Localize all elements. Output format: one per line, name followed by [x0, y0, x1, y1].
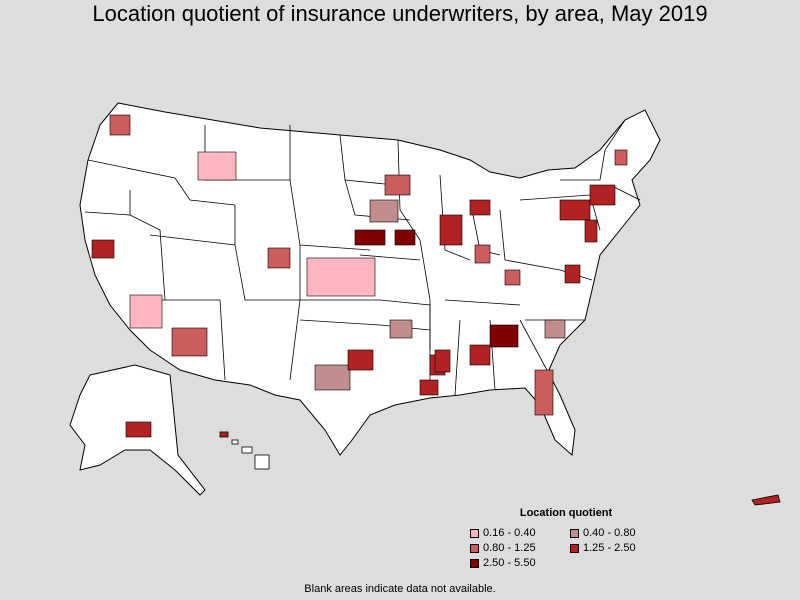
- area-il: [439, 214, 463, 246]
- area-va: [564, 264, 581, 284]
- area-ca-bay: [91, 239, 115, 259]
- hawaii-shape: [219, 431, 270, 470]
- legend-label: 2.50 - 5.50: [483, 557, 536, 569]
- area-mt: [197, 151, 237, 181]
- legend-label: 0.40 - 0.80: [583, 527, 636, 539]
- area-ct: [589, 184, 616, 206]
- area-anchorage: [125, 421, 152, 438]
- legend-swatch: [470, 558, 479, 568]
- area-ne: [354, 229, 386, 246]
- area-tucson: [171, 327, 208, 357]
- legend-item-3: 0.80 - 1.25: [470, 542, 570, 554]
- legend-item-2: 0.40 - 0.80: [570, 527, 670, 539]
- area-la: [419, 379, 439, 396]
- area-co: [267, 247, 291, 269]
- area-ia: [369, 199, 399, 223]
- area-tx-central: [314, 364, 351, 391]
- area-ky: [504, 269, 521, 286]
- area-fl: [534, 369, 554, 416]
- area-mn: [384, 174, 411, 196]
- area-ok: [347, 349, 374, 371]
- map-title: Location quotient of insurance underwrit…: [92, 1, 708, 26]
- shaded-areas: [91, 114, 628, 416]
- legend-swatch: [570, 528, 579, 538]
- legend-swatch: [470, 543, 479, 553]
- legend: Location quotient 0.16 - 0.40 0.40 - 0.8…: [470, 507, 670, 569]
- area-pa: [559, 199, 591, 221]
- legend-label: 0.16 - 0.40: [483, 527, 536, 539]
- area-ks: [306, 257, 376, 297]
- area-ga: [489, 324, 519, 348]
- legend-item-1: 0.16 - 0.40: [470, 527, 570, 539]
- legend-title: Location quotient: [519, 507, 613, 519]
- area-nj: [584, 219, 598, 243]
- puerto-rico-shape: [751, 494, 781, 506]
- legend-swatch: [570, 543, 579, 553]
- area-wa: [109, 114, 131, 136]
- legend-label: 0.80 - 1.25: [483, 542, 536, 554]
- area-sc: [544, 319, 566, 339]
- area-oh: [469, 199, 491, 216]
- area-me: [614, 149, 628, 166]
- area-in: [474, 244, 491, 264]
- legend-swatch: [470, 528, 479, 538]
- area-mo: [394, 229, 416, 246]
- area-ms: [434, 349, 451, 373]
- legend-item-5: 2.50 - 5.50: [470, 557, 570, 569]
- area-az: [129, 294, 163, 329]
- area-tn: [469, 344, 491, 366]
- footnote: Blank areas indicate data not available.: [304, 583, 496, 595]
- legend-item-4: 1.25 - 2.50: [570, 542, 670, 554]
- legend-label: 1.25 - 2.50: [583, 542, 636, 554]
- area-ar: [389, 319, 413, 339]
